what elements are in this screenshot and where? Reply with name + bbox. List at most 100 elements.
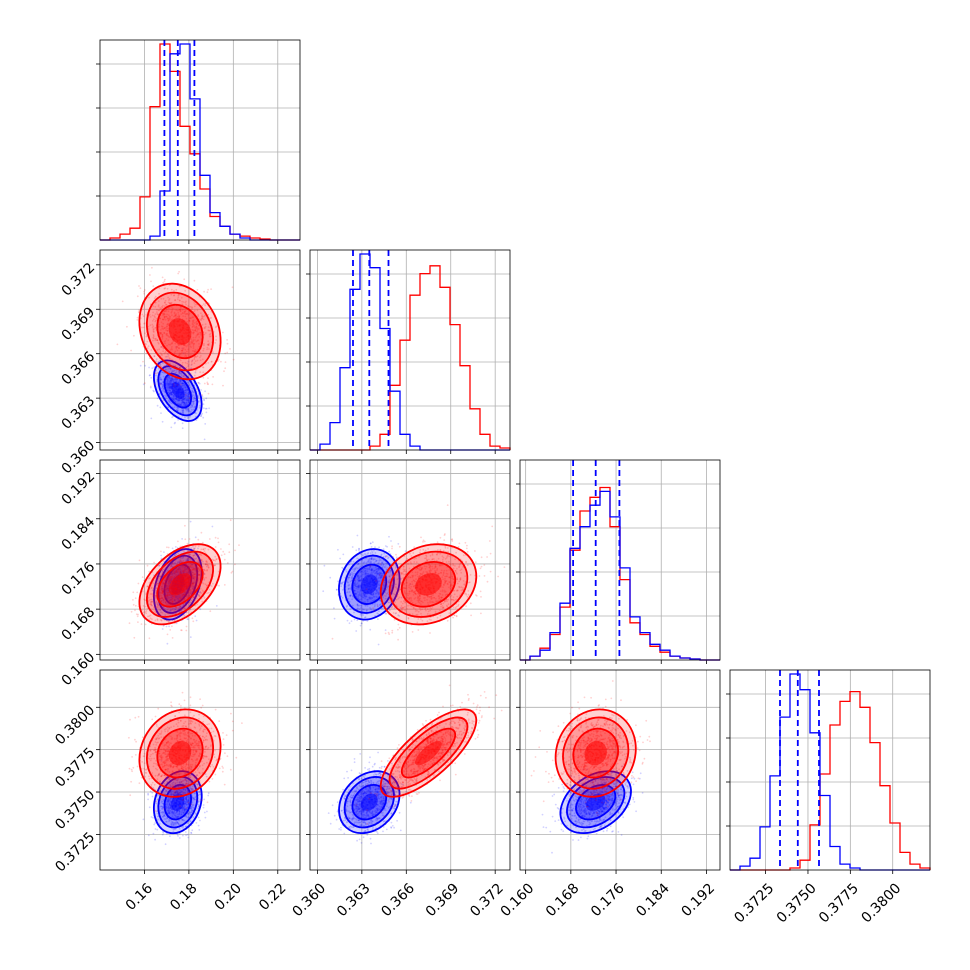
- scatter-point: [147, 577, 150, 580]
- scatter-point: [169, 578, 172, 581]
- scatter-point: [183, 403, 186, 406]
- scatter-point: [144, 623, 147, 626]
- scatter-point: [152, 325, 155, 328]
- scatter-point: [198, 336, 201, 338]
- scatter-point: [174, 572, 176, 575]
- scatter-point: [208, 342, 210, 345]
- scatter-point: [195, 580, 198, 582]
- scatter-point: [171, 603, 174, 605]
- scatter-point: [185, 554, 187, 557]
- scatter-point: [194, 351, 196, 354]
- scatter-point: [205, 563, 207, 566]
- scatter-point: [185, 392, 188, 395]
- scatter-point: [166, 387, 169, 390]
- scatter-point: [189, 317, 192, 319]
- scatter-point: [188, 594, 190, 597]
- scatter-point: [362, 568, 365, 571]
- scatter-point: [162, 601, 165, 604]
- scatter-point: [155, 360, 158, 362]
- scatter-point: [156, 339, 159, 342]
- scatter-point: [184, 391, 187, 394]
- scatter-point: [181, 347, 184, 350]
- scatter-point: [215, 605, 218, 607]
- scatter-point: [186, 559, 189, 562]
- scatter-point: [198, 328, 200, 330]
- scatter-point: [177, 595, 180, 597]
- scatter-point: [185, 300, 187, 303]
- scatter-point: [181, 427, 184, 430]
- scatter-point: [153, 594, 156, 597]
- scatter-point: [170, 576, 173, 578]
- scatter-point: [165, 594, 167, 597]
- scatter-point: [397, 623, 400, 626]
- scatter-point: [159, 609, 162, 612]
- scatter-point: [380, 576, 382, 579]
- scatter-point: [152, 318, 155, 321]
- scatter-point: [199, 318, 202, 321]
- scatter-point: [368, 596, 371, 599]
- scatter-point: [172, 383, 175, 385]
- scatter-point: [222, 331, 224, 334]
- scatter-point: [171, 637, 174, 639]
- scatter-point: [196, 322, 199, 325]
- scatter-point: [151, 266, 153, 269]
- scatter-point: [191, 596, 194, 599]
- scatter-point: [192, 577, 194, 580]
- scatter-point: [182, 375, 185, 378]
- scatter-point: [204, 547, 207, 550]
- scatter-point: [203, 290, 206, 293]
- scatter-point: [197, 573, 200, 576]
- scatter-point: [354, 594, 357, 597]
- scatter-point: [194, 397, 197, 400]
- scatter-point: [337, 548, 339, 551]
- scatter-point: [170, 564, 173, 567]
- scatter-point: [364, 570, 367, 572]
- scatter-point: [166, 591, 169, 594]
- scatter-panel-2-0: [96, 459, 301, 664]
- scatter-point: [193, 322, 196, 324]
- scatter-point: [176, 597, 179, 600]
- scatter-point: [191, 409, 193, 411]
- scatter-point: [168, 392, 171, 395]
- scatter-point: [141, 326, 143, 329]
- scatter-point: [170, 575, 172, 578]
- scatter-point: [164, 601, 167, 604]
- scatter-point: [165, 329, 167, 331]
- scatter-point: [208, 588, 211, 591]
- scatter-point: [356, 619, 359, 622]
- scatter-point: [197, 566, 199, 569]
- scatter-point: [167, 585, 170, 588]
- scatter-point: [158, 287, 161, 290]
- scatter-point: [177, 600, 180, 603]
- scatter-point: [374, 546, 376, 549]
- scatter-point: [184, 394, 187, 396]
- scatter-point: [162, 297, 165, 300]
- scatter-point: [171, 600, 174, 603]
- scatter-point: [189, 592, 192, 595]
- scatter-point: [189, 354, 192, 357]
- scatter-point: [189, 565, 192, 568]
- scatter-point: [169, 381, 172, 384]
- scatter-point: [184, 309, 187, 312]
- scatter-point: [208, 329, 210, 332]
- scatter-point: [132, 603, 135, 606]
- scatter-point: [182, 399, 185, 402]
- scatter-point: [183, 402, 186, 405]
- scatter-point: [169, 383, 172, 386]
- scatter-point: [342, 553, 345, 556]
- scatter-point: [160, 587, 163, 590]
- scatter-point: [386, 585, 389, 587]
- scatter-point: [180, 595, 183, 598]
- scatter-point: [347, 577, 350, 579]
- scatter-point: [200, 312, 202, 315]
- scatter-point: [174, 554, 176, 557]
- scatter-point: [222, 384, 224, 387]
- scatter-point: [198, 561, 201, 564]
- scatter-point: [182, 347, 185, 349]
- scatter-point: [158, 364, 161, 366]
- scatter-point: [378, 574, 381, 576]
- scatter-point: [156, 618, 159, 620]
- scatter-point: [201, 394, 204, 396]
- scatter-point: [171, 598, 174, 600]
